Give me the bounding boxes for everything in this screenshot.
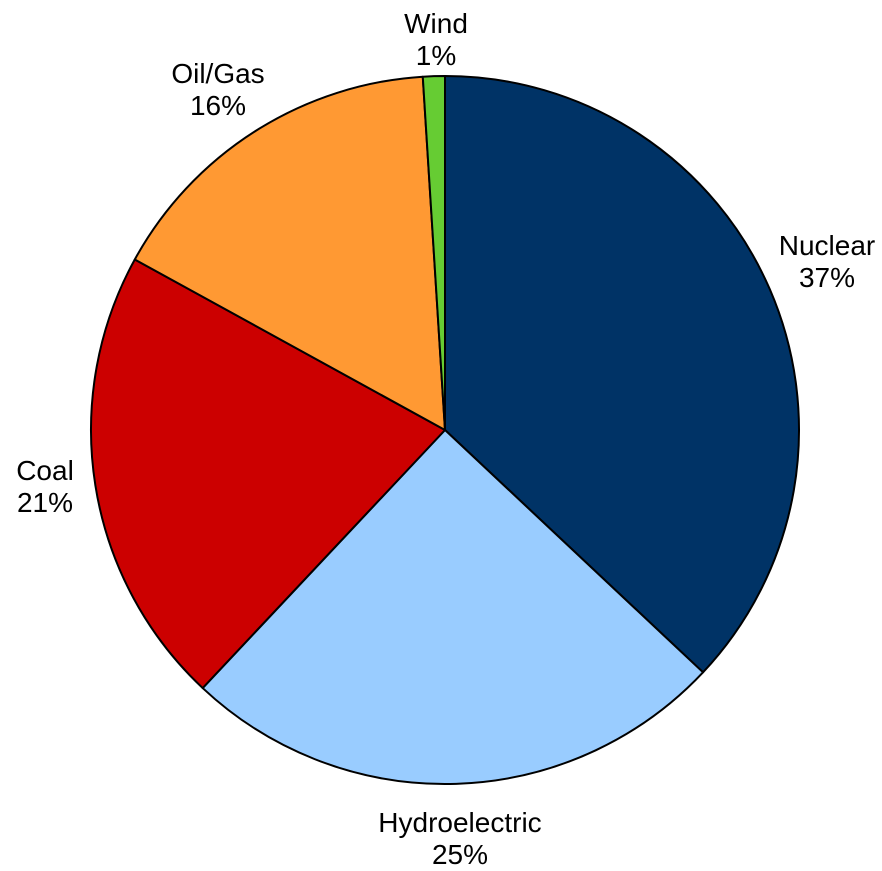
label-hydroelectric-name: Hydroelectric [378, 807, 541, 838]
label-wind-name: Wind [404, 8, 468, 39]
label-oil-gas-name: Oil/Gas [171, 58, 264, 89]
label-coal-name: Coal [16, 455, 74, 486]
slice-nuclear [444, 75, 800, 674]
slice-coal [90, 258, 446, 690]
label-coal-percent: 21% [17, 487, 73, 518]
slice-wind [421, 75, 446, 431]
label-oil-gas-percent: 16% [190, 90, 246, 121]
pie-slices [90, 75, 800, 785]
label-nuclear-percent: 37% [799, 262, 855, 293]
label-nuclear-name: Nuclear [779, 230, 875, 261]
label-hydroelectric-percent: 25% [432, 839, 488, 870]
slice-oil-gas [133, 75, 446, 431]
label-wind-percent: 1% [416, 40, 456, 71]
slice-hydroelectric [201, 429, 705, 785]
